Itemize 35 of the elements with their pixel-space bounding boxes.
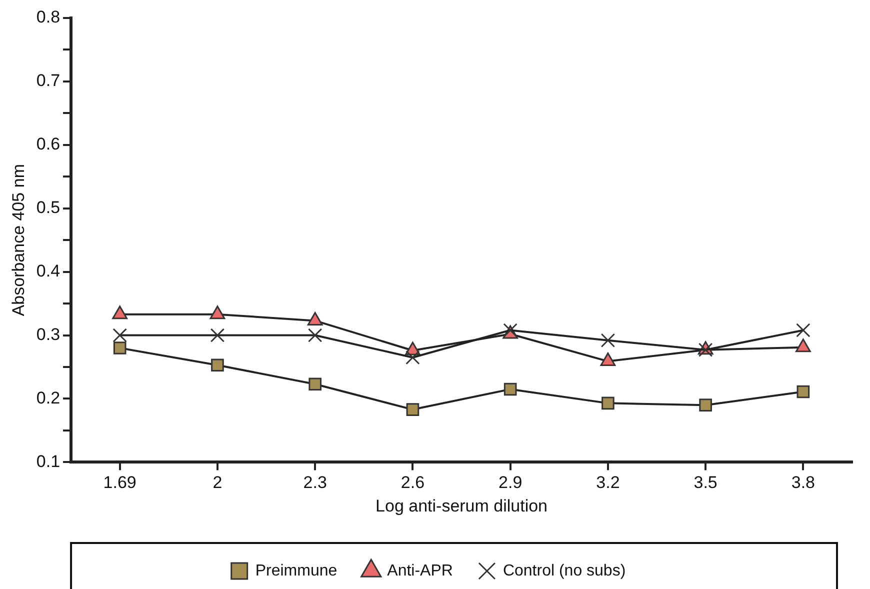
y-tick-label: 0.7 bbox=[36, 71, 60, 90]
x-axis-title: Log anti-serum dilution bbox=[376, 496, 548, 516]
point bbox=[504, 382, 517, 396]
x-tick-label: 3.8 bbox=[791, 473, 816, 492]
y-tick-label: 0.2 bbox=[36, 388, 60, 408]
x-tick-label: 3.5 bbox=[694, 473, 718, 492]
y-tick-label: 0.8 bbox=[36, 8, 60, 27]
point bbox=[699, 398, 712, 412]
legend-label: Control (no subs) bbox=[502, 562, 626, 580]
x-tick-label: 2.9 bbox=[498, 473, 522, 492]
y-tick-label: 0.3 bbox=[36, 324, 60, 344]
legend-label: Preimmune bbox=[255, 562, 338, 580]
point bbox=[210, 328, 225, 342]
point bbox=[113, 342, 126, 354]
x-tick-label: 2.6 bbox=[400, 473, 425, 492]
point bbox=[406, 403, 420, 416]
legend-label: Anti-APR bbox=[387, 562, 453, 580]
y-tick-label: 0.1 bbox=[36, 452, 60, 471]
y-tick-label: 0.6 bbox=[36, 134, 60, 154]
y-axis-title: Absorbance 405 nm bbox=[8, 164, 28, 316]
point bbox=[796, 385, 810, 398]
point bbox=[308, 328, 322, 342]
point bbox=[796, 323, 810, 338]
x-tick-label: 3.2 bbox=[596, 473, 620, 492]
point bbox=[211, 358, 224, 372]
y-tick-label: 0.4 bbox=[36, 262, 60, 281]
x-tick-label: 1.69 bbox=[103, 473, 136, 492]
point bbox=[112, 328, 127, 342]
point bbox=[602, 396, 614, 410]
point bbox=[308, 378, 322, 391]
point bbox=[406, 350, 420, 365]
x-tick-label: 2.3 bbox=[303, 473, 327, 492]
x-tick-label: 2 bbox=[212, 473, 222, 492]
y-tick-label: 0.5 bbox=[36, 198, 60, 218]
point bbox=[600, 333, 616, 348]
